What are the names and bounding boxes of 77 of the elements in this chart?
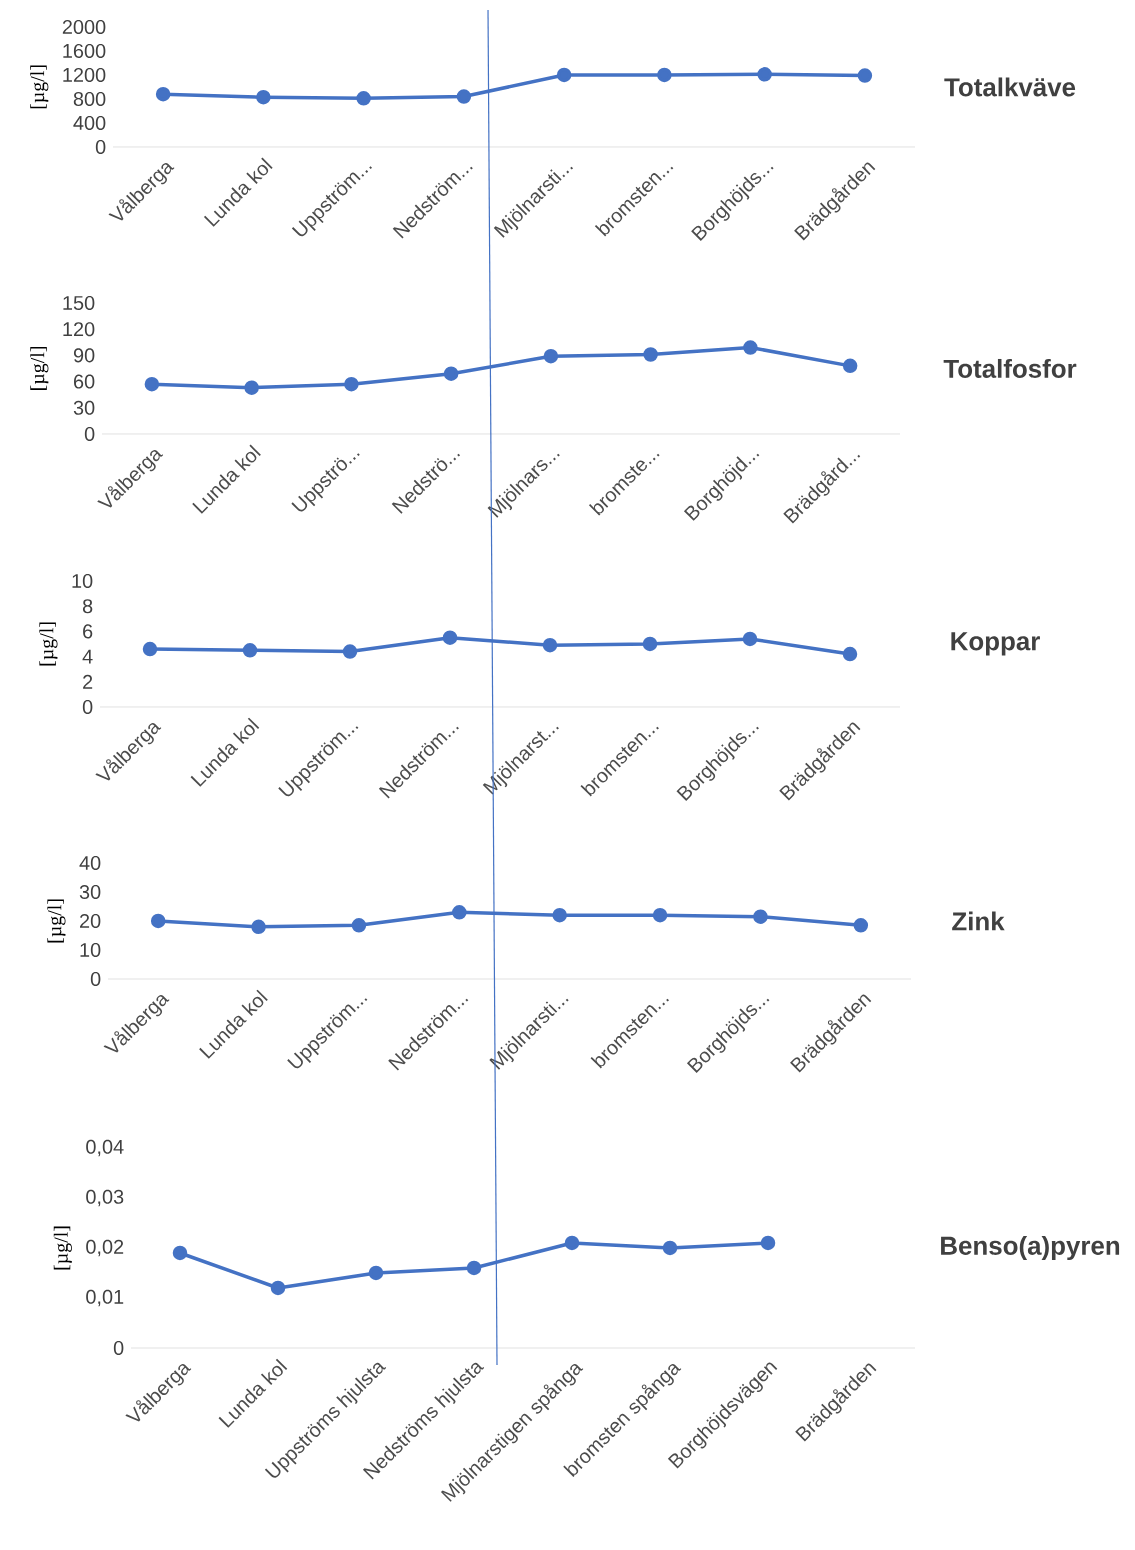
point [652, 907, 668, 923]
point [564, 1235, 580, 1251]
point [351, 918, 367, 933]
text: Koppar [951, 632, 1040, 656]
y-tick-label: 30 [73, 400, 95, 415]
y-tick-label: 0 [95, 139, 106, 155]
point [466, 1260, 482, 1276]
text: Zink [952, 911, 1005, 931]
point [356, 91, 371, 106]
point [142, 641, 158, 657]
y-tick-label: 20 [80, 913, 101, 929]
y-axis-title: [µg/l] [47, 899, 66, 943]
y-tick-label: 8 [82, 599, 93, 614]
point [242, 643, 258, 658]
y-tick-label: 0,04 [86, 1139, 124, 1157]
point [144, 376, 160, 392]
y-axis-title: [µg/l] [39, 622, 58, 666]
y-tick-label: 0 [113, 1340, 124, 1356]
point [643, 347, 658, 362]
point [552, 907, 567, 923]
point [742, 631, 758, 647]
point [853, 918, 869, 933]
point [172, 1245, 188, 1261]
point [757, 67, 772, 82]
y-tick-label: 6 [83, 624, 93, 639]
point [456, 89, 472, 104]
y-axis-title: [µg/l] [53, 1226, 72, 1270]
point [150, 913, 166, 929]
y-tick-label: 120 [63, 322, 95, 337]
y-tick-label: 0,02 [86, 1239, 124, 1257]
y-tick-label: 40 [79, 855, 101, 871]
y-tick-label: 10 [80, 942, 101, 958]
y-tick-label: 0,01 [86, 1289, 124, 1307]
y-tick-label: 90 [73, 348, 95, 363]
y-tick-label: 60 [74, 374, 95, 389]
point [657, 67, 672, 83]
point [270, 1280, 286, 1296]
y-tick-label: 2000 [62, 19, 106, 35]
point [342, 644, 358, 659]
y-tick-label: 4 [82, 649, 93, 664]
y-tick-label: 10 [72, 573, 93, 589]
y-tick-label: 800 [73, 91, 106, 107]
y-tick-label: 1600 [63, 43, 106, 59]
point [251, 919, 266, 935]
point [256, 89, 271, 105]
point [842, 358, 858, 374]
point [452, 905, 467, 920]
point [344, 376, 359, 392]
point [743, 340, 758, 355]
point [642, 636, 658, 652]
point [542, 637, 558, 653]
y-tick-label: 0 [84, 426, 95, 442]
point [443, 366, 459, 381]
y-tick-label: 0,03 [86, 1189, 124, 1207]
y-axis-title: [µg/l] [30, 347, 49, 390]
point [556, 67, 572, 83]
point [753, 909, 768, 924]
y-tick-label: 400 [73, 115, 106, 131]
text: Totalkväve [944, 77, 1076, 97]
y-axis-title: [µg/l] [30, 65, 49, 109]
point [543, 348, 559, 364]
y-tick-label: 0 [82, 699, 93, 715]
point [442, 630, 458, 645]
point [662, 1240, 678, 1256]
y-tick-label: 1200 [63, 67, 106, 83]
y-tick-label: 0 [90, 971, 101, 987]
y-tick-label: 30 [79, 884, 101, 900]
text: Benso(a)pyren [941, 1235, 1120, 1261]
point [760, 1235, 776, 1251]
point [842, 646, 858, 662]
point [368, 1265, 384, 1281]
point [155, 86, 171, 102]
y-tick-label: 2 [83, 674, 93, 689]
text: Totalfosfor [943, 358, 1077, 378]
point [244, 380, 259, 395]
y-tick-label: 150 [63, 295, 95, 311]
point [857, 68, 873, 83]
